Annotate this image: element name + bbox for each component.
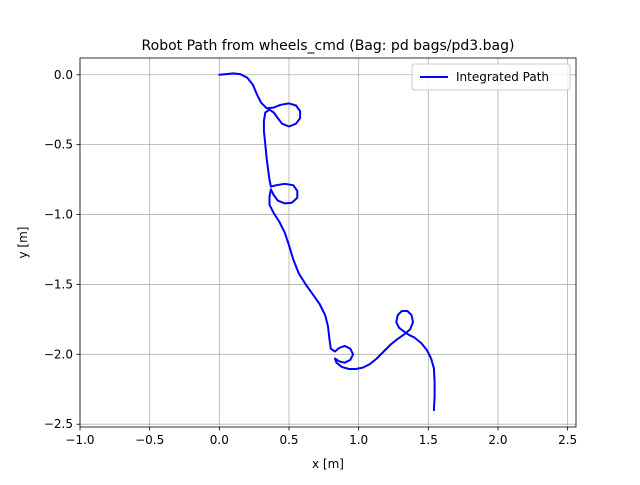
grid <box>79 58 576 427</box>
x-tick-label: 2.0 <box>488 433 507 447</box>
legend-label-integrated-path: Integrated Path <box>456 70 549 84</box>
y-axis-label: y [m] <box>16 227 30 259</box>
x-tick-label: 1.5 <box>419 433 438 447</box>
axes-frame <box>79 57 577 428</box>
plot-area <box>218 72 436 412</box>
y-tick-label: −0.5 <box>44 138 73 152</box>
x-tick-label: 0.0 <box>210 433 229 447</box>
y-tick-label: −1.0 <box>44 208 73 222</box>
x-tick-label: 2.5 <box>558 433 577 447</box>
series-line-integrated-path <box>218 72 436 412</box>
x-tick-label: 1.0 <box>349 433 368 447</box>
y-tick-label: −2.5 <box>44 417 73 431</box>
x-axis-label: x [m] <box>312 457 344 471</box>
chart-title: Robot Path from wheels_cmd (Bag: pd bags… <box>142 38 515 54</box>
x-tick-label: 0.5 <box>279 433 298 447</box>
y-tick-label: −2.0 <box>44 347 73 361</box>
y-tick-label: −1.5 <box>44 277 73 291</box>
legend-box <box>411 63 571 91</box>
x-tick-label: −1.0 <box>65 433 94 447</box>
y-tick-label: 0.0 <box>54 68 73 82</box>
axis-ticks: −1.0 −0.5 0.0 0.5 1.0 1.5 2.0 2.5 0.0 −0.5 −1.0 −1.… <box>44 68 577 447</box>
legend: Integrated Path <box>411 63 571 91</box>
x-tick-label: −0.5 <box>135 433 164 447</box>
